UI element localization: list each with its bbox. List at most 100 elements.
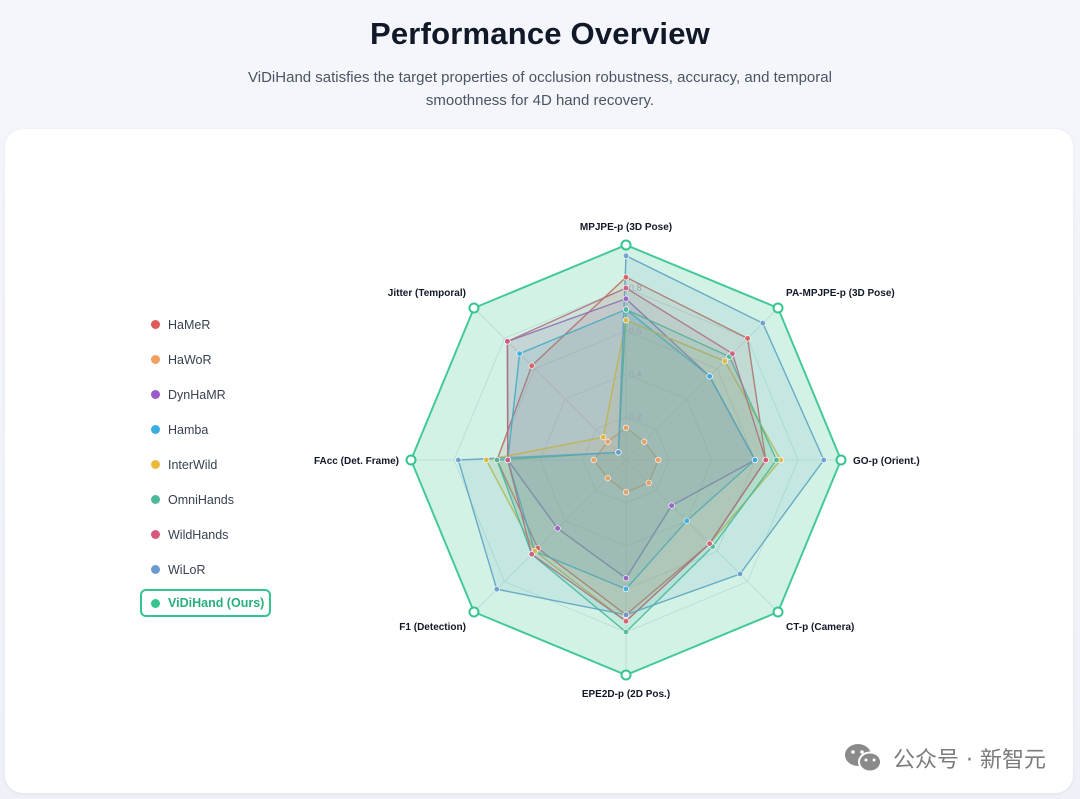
legend-label: WildHands xyxy=(168,527,229,542)
series-point xyxy=(455,456,462,464)
series-point xyxy=(645,479,652,486)
legend-item[interactable]: DynHaMR xyxy=(140,377,280,412)
legend-item[interactable]: ViDiHand (Ours) xyxy=(140,589,271,617)
series-point xyxy=(622,295,630,302)
series-point xyxy=(772,302,784,314)
series-point xyxy=(744,335,751,342)
series-point xyxy=(468,302,480,314)
legend-item[interactable]: OmniHands xyxy=(140,482,280,517)
legend-item[interactable]: Hamba xyxy=(140,412,280,447)
legend-dot xyxy=(151,425,160,434)
series-point xyxy=(641,438,648,445)
series-point xyxy=(600,434,607,441)
page-title: Performance Overview xyxy=(369,16,710,51)
legend-dot xyxy=(151,355,160,364)
tick-label: 0.8 xyxy=(629,283,642,293)
tick-label: 0.6 xyxy=(629,326,642,336)
grid-spoke-6 xyxy=(473,459,627,613)
series-point xyxy=(759,320,766,327)
series-point xyxy=(622,306,630,313)
series-point xyxy=(504,456,511,464)
axis-label: PA-MPJPE-p (3D Pose) xyxy=(786,288,895,299)
legend-item[interactable]: InterWild xyxy=(140,447,280,482)
series-point xyxy=(493,586,500,593)
axis-label: F1 (Detection) xyxy=(399,622,466,633)
legend-item[interactable]: HaWoR xyxy=(140,342,280,377)
series-point xyxy=(721,358,728,365)
legend-label: DynHaMR xyxy=(168,387,226,402)
series-point xyxy=(706,373,713,380)
series-point xyxy=(528,551,535,558)
series-point xyxy=(772,606,784,618)
legend-dot xyxy=(151,390,160,399)
chart-card xyxy=(5,129,1073,793)
axis-label: MPJPE-p (3D Pose) xyxy=(580,222,672,233)
series-point xyxy=(835,454,847,466)
series-point xyxy=(706,540,713,547)
legend-item[interactable]: WildHands xyxy=(140,517,280,552)
legend-label: HaWoR xyxy=(168,352,212,367)
series-point xyxy=(622,284,630,292)
series-point xyxy=(622,618,630,625)
chart-legend: HaMeR HaWoR DynHaMR Hamba InterWild OmniHands… xyxy=(140,307,280,617)
series-point xyxy=(655,456,662,464)
series-point xyxy=(751,456,759,464)
legend-dot xyxy=(151,598,160,608)
legend-dot xyxy=(151,565,160,574)
series-point xyxy=(604,438,611,445)
series-point xyxy=(615,449,622,456)
axis-label: EPE2D-p (2D Pos.) xyxy=(582,689,670,700)
legend-label: HaMeR xyxy=(168,317,211,332)
legend-dot xyxy=(151,530,160,539)
tick-label: 0.2 xyxy=(629,412,642,422)
series-point xyxy=(516,350,523,357)
series-point xyxy=(773,456,780,464)
series-point xyxy=(736,570,744,578)
legend-dot xyxy=(151,460,160,469)
series-point xyxy=(622,575,630,582)
axis-label: GO-p (Orient.) xyxy=(853,456,920,467)
series-point xyxy=(622,252,630,259)
series-point xyxy=(483,456,490,464)
series-point xyxy=(622,424,630,431)
legend-item[interactable]: WiLoR xyxy=(140,552,280,587)
series-point xyxy=(622,628,630,636)
series-point xyxy=(622,489,630,496)
grid-spoke-8 xyxy=(473,307,627,461)
watermark-text: 公众号 · 新智元 xyxy=(893,748,1046,773)
wechat-icon xyxy=(843,741,883,775)
series-point xyxy=(622,585,630,593)
series-point xyxy=(604,475,611,482)
axis-label: CT-p (Camera) xyxy=(786,622,854,633)
series-point xyxy=(590,456,597,464)
grid-spoke-4 xyxy=(625,459,779,613)
legend-label: OmniHands xyxy=(168,492,234,507)
watermark: 公众号 · 新智元 xyxy=(843,738,1046,778)
series-point xyxy=(622,317,630,324)
series-point xyxy=(554,525,561,532)
axis-label: Jitter (Temporal) xyxy=(388,288,466,299)
series-point xyxy=(620,669,632,681)
axis-label: FAcc (Det. Frame) xyxy=(314,456,399,467)
series-point xyxy=(620,239,632,251)
series-point xyxy=(683,517,690,524)
legend-dot xyxy=(151,495,160,504)
legend-label: Hamba xyxy=(168,422,209,437)
series-point xyxy=(820,456,827,464)
series-point xyxy=(622,611,630,618)
series-point xyxy=(405,454,417,466)
tick-label: 0.4 xyxy=(629,369,642,379)
series-point xyxy=(468,606,480,618)
series-point xyxy=(622,274,630,281)
series-point xyxy=(493,456,501,464)
legend-label: ViDiHand (Ours) xyxy=(168,596,265,610)
series-point xyxy=(528,362,535,369)
series-point xyxy=(729,350,736,357)
series-point xyxy=(668,502,675,509)
grid-spoke-2 xyxy=(625,307,779,461)
legend-label: WiLoR xyxy=(168,562,206,577)
legend-label: InterWild xyxy=(168,457,218,472)
legend-item[interactable]: HaMeR xyxy=(140,307,280,342)
series-point xyxy=(762,456,769,464)
